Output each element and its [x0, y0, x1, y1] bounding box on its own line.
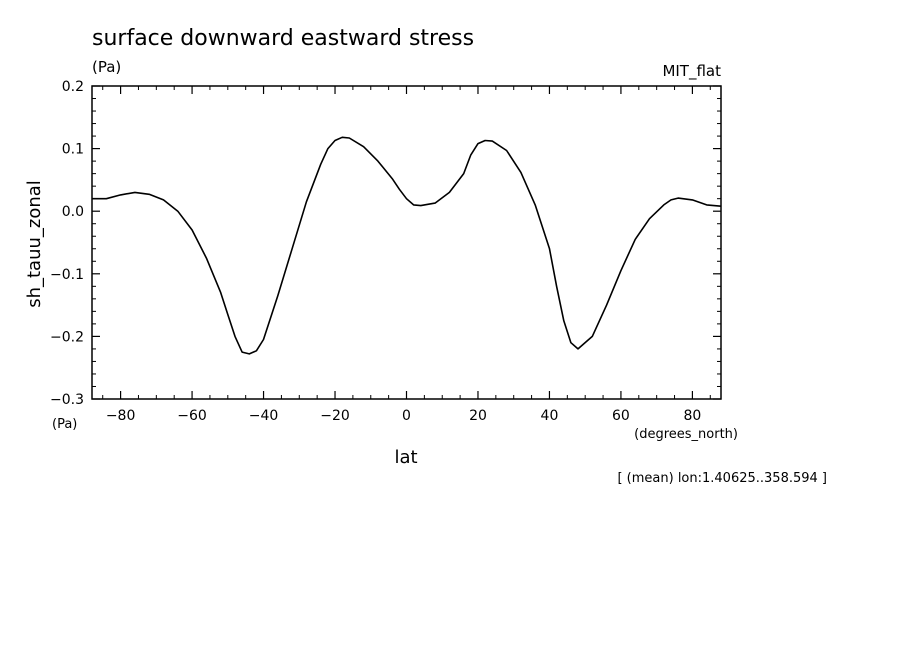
- x-tick-label: 60: [612, 408, 630, 424]
- annotation-lon-range: [ (mean) lon:1.40625..358.594 ]: [617, 471, 827, 486]
- series-line: [92, 136, 722, 355]
- plot-axes: −80 −60 −40 −20 0 20 40 60 80 0.2 0.1 0.0 −0.1 −0.2 −0…: [50, 79, 722, 424]
- x-tick-label: −80: [106, 408, 136, 424]
- y-tick-label: −0.1: [50, 267, 84, 283]
- chart-title: surface downward eastward stress: [92, 26, 474, 51]
- x-tick-label: −40: [249, 408, 279, 424]
- x-tick-label: −60: [177, 408, 207, 424]
- title-units: (Pa): [92, 58, 121, 76]
- model-label: MIT_flat: [662, 62, 721, 81]
- x-tick-label: 20: [469, 408, 487, 424]
- plot-frame: [91, 85, 722, 400]
- y-tick-label: 0.1: [62, 142, 84, 158]
- x-tick-label: 80: [683, 408, 701, 424]
- y-tick-label: −0.2: [50, 329, 84, 345]
- y-tick-label: −0.3: [50, 392, 84, 408]
- y-tick-label: 0.2: [62, 79, 84, 95]
- y-axis-units: (Pa): [52, 417, 77, 432]
- x-tick-label: −20: [320, 408, 350, 424]
- x-tick-label: 0: [402, 408, 411, 424]
- y-axis-label: sh_tauu_zonal: [24, 180, 45, 308]
- y-tick-label: 0.0: [62, 204, 84, 220]
- series-layer: [92, 136, 722, 355]
- x-tick-label: 40: [541, 408, 559, 424]
- x-axis-units: (degrees_north): [634, 427, 738, 442]
- x-axis-label: lat: [394, 447, 417, 468]
